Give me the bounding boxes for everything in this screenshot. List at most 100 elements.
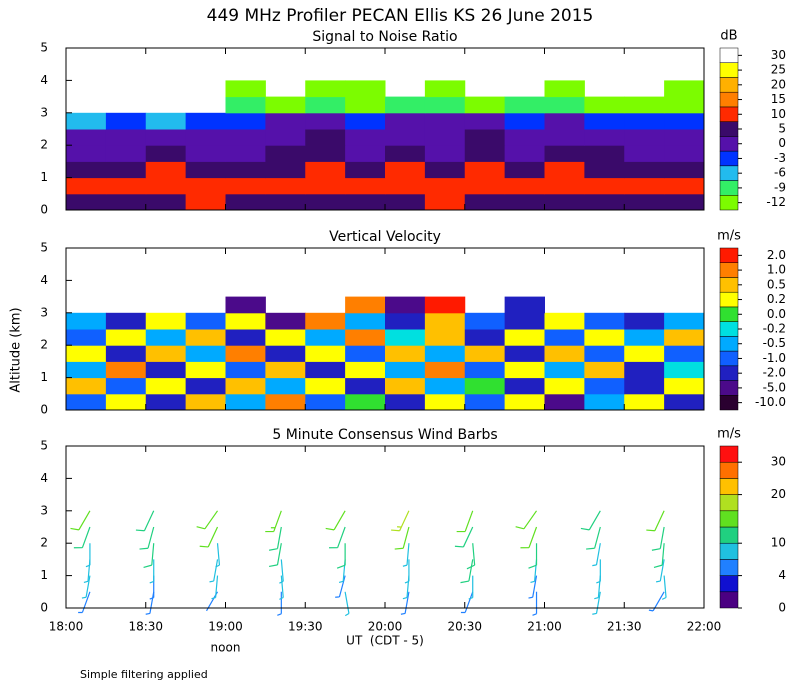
heatmap-cell: [624, 345, 665, 362]
heatmap-cell: [584, 345, 625, 362]
heatmap-cell: [624, 377, 665, 395]
heatmap-cell: [504, 312, 545, 330]
heatmap-cell: [664, 96, 705, 114]
heatmap-cell: [504, 329, 545, 346]
heatmap-cell: [624, 145, 665, 162]
panel-title: 5 Minute Consensus Wind Barbs: [272, 427, 497, 443]
wind-barb: [466, 543, 476, 570]
heatmap-cell: [345, 345, 386, 362]
heatmap-cell: [544, 161, 585, 179]
heatmap-cell: [385, 296, 426, 314]
heatmap-cell: [504, 96, 545, 114]
wind-barb: [460, 559, 474, 584]
heatmap-cell: [624, 329, 665, 346]
colorbar-label: 4: [778, 568, 786, 582]
heatmap-cell: [424, 329, 466, 346]
wind-barb: [655, 559, 665, 583]
heatmap-cell: [305, 393, 346, 411]
colorbar-box: [719, 121, 739, 137]
wind-barb: [196, 510, 219, 530]
heatmap-cell: [265, 96, 306, 114]
heatmap-cell: [544, 177, 585, 195]
heatmap-cell: [345, 129, 386, 146]
colorbar-label: -2.0: [763, 366, 786, 380]
heatmap-cell: [105, 361, 147, 379]
heatmap-cell: [145, 361, 187, 379]
heatmap-cell: [145, 377, 187, 395]
wind-barb: [651, 526, 665, 551]
y-tick-label: 5: [40, 41, 48, 55]
wind-barb: [279, 575, 284, 600]
y-tick-label: 3: [40, 105, 48, 119]
heatmap-cell: [345, 96, 386, 114]
heatmap-cell: [305, 129, 346, 146]
heatmap-cell: [504, 145, 545, 162]
heatmap-cell: [424, 345, 466, 362]
colorbar-label: 0.0: [767, 307, 786, 321]
wind-barb: [400, 591, 410, 615]
heatmap-cell: [345, 312, 386, 330]
heatmap-cell: [265, 145, 306, 162]
wind-barb: [661, 575, 667, 600]
heatmap-cell: [265, 129, 306, 146]
heatmap-cell: [664, 312, 705, 330]
heatmap-cell: [105, 193, 147, 211]
heatmap-cell: [385, 161, 426, 179]
heatmap-cell: [345, 296, 386, 314]
heatmap-cell: [185, 377, 226, 395]
wind-barb: [73, 526, 91, 549]
wind-barb: [215, 543, 221, 568]
x-tick-label: 21:30: [607, 620, 642, 634]
heatmap-cell: [664, 193, 705, 211]
heatmap-cell: [225, 80, 266, 98]
colorbar-box: [719, 380, 739, 396]
heatmap-cell: [424, 112, 466, 130]
heatmap-cell: [504, 193, 545, 211]
heatmap-cell: [145, 393, 187, 411]
heatmap-cell: [66, 329, 107, 346]
colorbar-label: 0: [778, 601, 786, 615]
heatmap-cell: [385, 177, 426, 195]
colorbar-label: -3: [774, 151, 786, 165]
heatmap-cell: [544, 345, 585, 362]
heatmap-cell: [145, 145, 187, 162]
colorbar-label: -10.0: [755, 395, 786, 409]
heatmap-cell: [624, 129, 665, 146]
colorbar-box: [719, 62, 739, 78]
heatmap-cell: [345, 377, 386, 395]
heatmap-cell: [345, 393, 386, 411]
heatmap-cell: [424, 129, 466, 146]
heatmap-cell: [624, 393, 665, 411]
heatmap-cell: [305, 145, 346, 162]
colorbar-box: [719, 542, 739, 560]
colorbar-box: [719, 350, 739, 367]
heatmap-cell: [305, 329, 346, 346]
x-tick-label: 21:00: [527, 620, 562, 634]
heatmap-cell: [305, 377, 346, 395]
heatmap-cell: [385, 112, 426, 130]
wind-barb: [596, 559, 601, 584]
wind-barb: [329, 526, 346, 549]
y-tick-label: 5: [40, 439, 48, 453]
wind-barb: [70, 510, 91, 531]
colorbar-box: [719, 321, 739, 337]
colorbar-box: [719, 150, 739, 167]
heatmap-cell: [424, 377, 466, 395]
colorbar-label: -6: [774, 166, 786, 180]
heatmap-cell: [185, 129, 226, 146]
heatmap-cell: [225, 296, 266, 314]
heatmap-cell: [504, 345, 545, 362]
heatmap-cell: [385, 361, 426, 379]
heatmap-cell: [305, 177, 346, 195]
heatmap-cell: [305, 80, 346, 98]
heatmap-cell: [464, 377, 506, 395]
wind-barb: [580, 510, 601, 531]
heatmap-cell: [385, 145, 426, 162]
heatmap-cell: [464, 329, 506, 346]
heatmap-cell: [345, 329, 386, 346]
colorbar-label: 15: [771, 92, 786, 106]
colorbar-box: [719, 510, 739, 528]
colorbar-label: 30: [771, 455, 786, 469]
heatmap-cell: [105, 377, 147, 395]
heatmap-cell: [225, 345, 266, 362]
